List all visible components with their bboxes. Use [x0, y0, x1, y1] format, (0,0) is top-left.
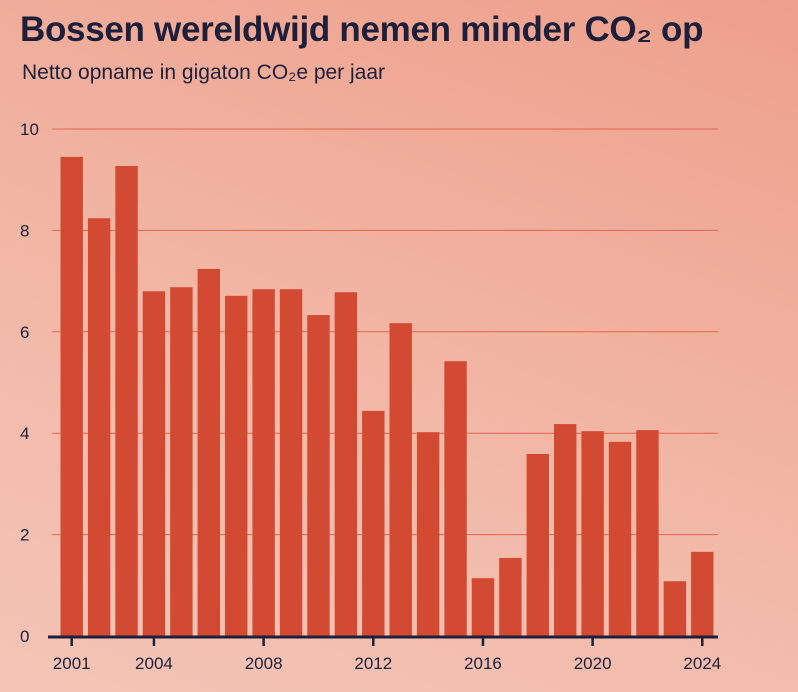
bar-2019	[554, 424, 577, 636]
bar-2013	[389, 323, 412, 636]
bar-2007	[225, 295, 248, 636]
bar-2015	[444, 361, 467, 636]
x-tick-label: 2001	[53, 654, 91, 673]
bar-2006	[197, 268, 220, 636]
bar-2009	[279, 289, 303, 636]
bar-2012	[362, 410, 385, 636]
chart-title: Bossen wereldwijd nemen minder CO₂ op	[20, 10, 704, 49]
bar-2023	[663, 581, 687, 636]
x-tick-label: 2012	[354, 654, 392, 673]
bar-2024	[691, 551, 714, 636]
bar-2011	[334, 292, 358, 636]
bar-2016	[471, 578, 495, 636]
y-tick-label: 2	[20, 526, 29, 545]
bar-2002	[87, 218, 111, 636]
chart-subtitle: Netto opname in gigaton CO₂e per jaar	[22, 61, 386, 84]
bar-2004	[142, 291, 166, 636]
bar-2014	[416, 432, 440, 636]
x-tick-label: 2016	[464, 654, 502, 673]
y-tick-label: 8	[20, 221, 29, 240]
x-tick-label: 2024	[683, 654, 721, 673]
y-tick-label: 4	[20, 424, 29, 443]
bar-2018	[526, 453, 549, 636]
bar-2022	[636, 430, 659, 636]
bar-2020	[581, 431, 604, 636]
y-tick-label: 10	[20, 120, 39, 139]
y-tick-label: 0	[20, 627, 29, 646]
bar-2003	[115, 166, 138, 637]
bar-2005	[170, 287, 193, 636]
x-tick-label: 2020	[574, 654, 612, 673]
bar-2008	[252, 289, 275, 636]
bar-2010	[307, 315, 330, 636]
x-tick-label: 2008	[245, 654, 283, 673]
bar-2001	[60, 156, 83, 636]
bar-2021	[608, 441, 632, 636]
x-tick-label: 2004	[135, 654, 173, 673]
bar-2017	[499, 557, 522, 636]
y-tick-label: 6	[20, 323, 29, 342]
